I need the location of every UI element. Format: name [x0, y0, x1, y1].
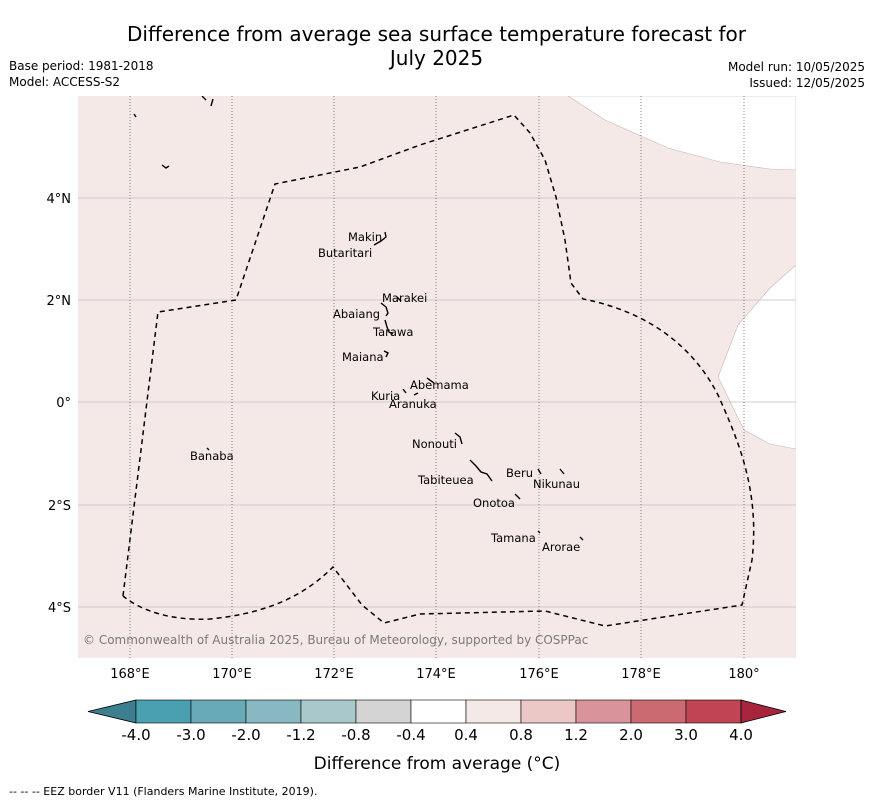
metadata-right: Model run: 10/05/2025 Issued: 12/05/2025 [728, 59, 865, 91]
near-average-region-east [717, 264, 796, 450]
colorbar-tick-label: -3.0 [176, 726, 205, 744]
issued-date: Issued: 12/05/2025 [749, 76, 865, 90]
colorbar-tick-label: 0.8 [509, 726, 533, 744]
lon-label-180: 180° [728, 667, 759, 682]
colorbar-segment [465, 699, 522, 724]
colorbar-tick-label: 1.2 [564, 726, 588, 744]
ocean-anomaly-fill [78, 96, 796, 658]
lon-label-178e: 178°E [621, 667, 661, 682]
colorbar-segment [520, 699, 577, 724]
colorbar-segment [575, 699, 632, 724]
title-line-2: July 2025 [389, 46, 484, 70]
colorbar-segment [300, 699, 357, 724]
colorbar-extend-high [740, 699, 787, 724]
colorbar-tick-label: 4.0 [729, 726, 753, 744]
lat-label-0: 0° [56, 396, 71, 411]
island-label-tabiteuea: Tabiteuea [417, 473, 474, 487]
colorbar-segment [135, 699, 192, 724]
island-label-onotoa: Onotoa [473, 496, 515, 510]
colorbar-tick-label: -1.2 [286, 726, 315, 744]
island-label-banaba: Banaba [190, 449, 234, 463]
island-label-abaiang: Abaiang [333, 307, 380, 321]
island-label-aranuka: Aranuka [389, 397, 437, 411]
island-label-tamana: Tamana [490, 531, 536, 545]
colorbar-extend-low [87, 699, 137, 724]
colorbar-tick-label: 3.0 [674, 726, 698, 744]
island-label-abemama: Abemama [410, 378, 469, 392]
lat-label-2n: 2°N [47, 294, 72, 309]
colorbar-segment [410, 699, 467, 724]
colorbar-tick-label: -2.0 [231, 726, 260, 744]
colorbar-tick-label: 0.4 [454, 726, 478, 744]
island-label-nonouti: Nonouti [412, 437, 457, 451]
colorbar-ticks: -4.0 -3.0 -2.0 -1.2 -0.8 -0.4 0.4 0.8 1.2 2.0 3.0 4… [121, 726, 753, 744]
lat-label-4n: 4°N [47, 192, 72, 207]
lon-label-170e: 170°E [212, 667, 252, 682]
lat-label-2s: 2°S [48, 499, 71, 514]
island-label-makin: Makin [348, 230, 382, 244]
colorbar-tick-label: -0.4 [396, 726, 425, 744]
lon-label-176e: 176°E [519, 667, 559, 682]
meridians [129, 96, 745, 658]
model-run: Model run: 10/05/2025 [727, 60, 865, 74]
colorbar-label: Difference from average (°C) [314, 754, 561, 774]
colorbar-segment [355, 699, 412, 724]
graticule [78, 197, 796, 608]
island-label-arorae: Arorae [542, 540, 580, 554]
lon-label-174e: 174°E [416, 667, 456, 682]
colorbar-tick-label: -4.0 [121, 726, 150, 744]
copyright-notice: © Commonwealth of Australia 2025, Bureau… [83, 633, 588, 647]
map-title: Difference from average sea surface temp… [0, 22, 873, 70]
colorbar-segment [245, 699, 302, 724]
eez-border [122, 114, 755, 627]
island-labels: Makin Butaritari Marakei Abaiang Tarawa … [190, 230, 580, 554]
map-area: Makin Butaritari Marakei Abaiang Tarawa … [78, 96, 796, 658]
metadata-left: Base period: 1981-2018 Model: ACCESS-S2 [9, 58, 154, 90]
lon-label-168e: 168°E [110, 667, 150, 682]
near-average-region [567, 96, 796, 171]
lon-label-172e: 172°E [314, 667, 354, 682]
lat-label-4s: 4°S [48, 601, 71, 616]
colorbar [87, 699, 787, 724]
island-label-nikunau: Nikunau [533, 477, 580, 491]
latitude-labels: 4°N 2°N 0° 2°S 4°S [47, 192, 72, 616]
island-label-kuria: Kuria [371, 389, 400, 403]
colorbar-segment [190, 699, 247, 724]
island-label-tarawa: Tarawa [372, 325, 413, 339]
title-line-1: Difference from average sea surface temp… [126, 22, 746, 46]
island-label-beru: Beru [506, 466, 533, 480]
colorbar-segment [630, 699, 687, 724]
island-label-marakei: Marakei [382, 291, 427, 305]
island-label-butaritari: Butaritari [318, 246, 372, 260]
longitude-labels: 168°E 170°E 172°E 174°E 176°E 178°E 180° [110, 667, 759, 682]
model-name: Model: ACCESS-S2 [9, 75, 121, 89]
eez-legend-note: -- -- -- EEZ border V11 (Flanders Marine… [9, 785, 318, 798]
colorbar-tick-label: 2.0 [619, 726, 643, 744]
base-period: Base period: 1981-2018 [9, 59, 154, 73]
island-label-maiana: Maiana [342, 350, 384, 364]
colorbar-tick-label: -0.8 [341, 726, 370, 744]
island-shapes [133, 96, 584, 541]
colorbar-segment [685, 699, 742, 724]
